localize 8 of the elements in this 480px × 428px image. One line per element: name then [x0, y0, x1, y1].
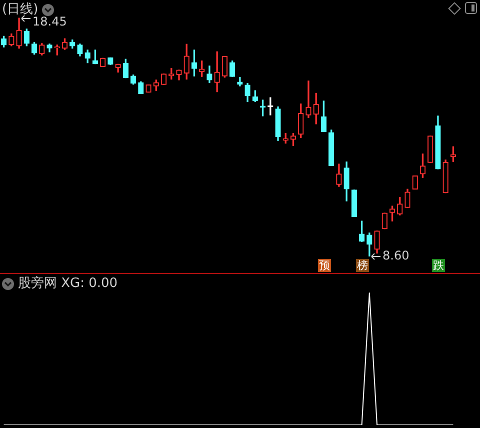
candlestick — [306, 80, 312, 118]
chart-title: (日线) — [2, 2, 38, 17]
chart-title: 股旁网 XG: 0.00 — [18, 276, 118, 291]
text: 18.45 — [32, 14, 67, 29]
text: 预 — [319, 258, 330, 272]
text: 8.60 — [382, 248, 410, 263]
text: 跌 — [433, 258, 444, 272]
text: 榜 — [357, 258, 368, 272]
